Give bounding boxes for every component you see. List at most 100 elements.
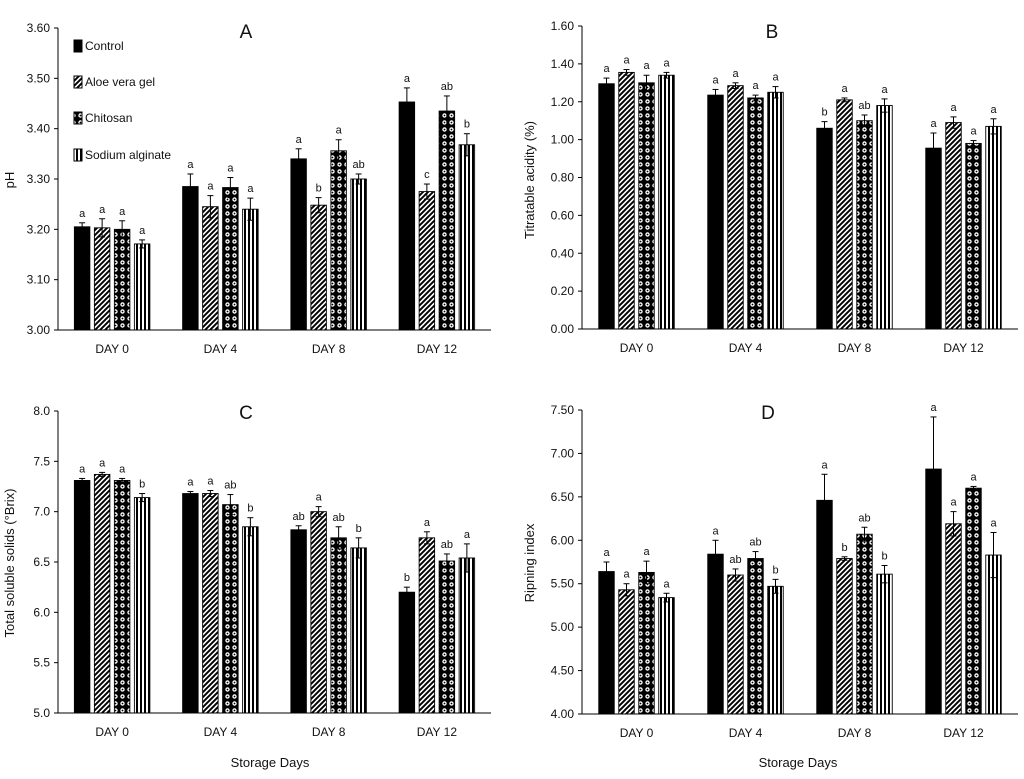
legend: Control Aloe vera gel Chitosan Sodium al… [73,39,171,162]
y-tick-label-a: 3.60 [27,21,51,35]
bar-control-day-4 [182,186,199,331]
bar-chitosan-day-12 [438,110,456,331]
bar-aloe-vera-gel-day-12 [418,537,436,714]
bar-aloe-vera-gel-day-4 [727,574,744,715]
bar-sodium-alginate-day-0 [133,497,151,714]
x-tick-label-d: DAY 12 [943,726,984,740]
legend-swatch-chitosan [73,111,83,125]
significance-label-aloe-vera-gel: a [950,102,957,114]
significance-label-sodium-alginate: a [663,578,670,590]
x-tick-labels-b: DAY 0 DAY 4 DAY 8 DAY 12 [620,341,984,355]
bar-chitosan-day-4 [747,558,764,715]
x-tick-label-b: DAY 0 [620,341,654,355]
significance-label-control: a [296,134,303,146]
bar-control-day-12 [398,591,416,714]
bar-chitosan-day-8 [856,533,873,715]
significance-label-aloe-vera-gel: ab [729,554,741,566]
significance-label-aloe-vera-gel: c [424,169,430,181]
bar-sodium-alginate-day-0 [133,243,151,331]
y-tick-label-b: 1.60 [551,19,575,33]
significance-label-control: a [404,73,411,85]
significance-label-sodium-alginate: a [990,517,997,529]
bar-aloe-vera-gel-day-12 [418,191,436,331]
bar-chitosan-day-8 [330,150,347,331]
significance-label-sodium-alginate: b [139,479,145,491]
significance-label-sodium-alginate: ab [353,159,365,171]
significance-label-chitosan: ab [441,539,453,551]
bar-sodium-alginate-day-8 [350,547,367,714]
legend-swatch-control [73,39,83,53]
y-tick-label-d: 7.50 [551,403,575,417]
significance-label-chitosan: a [119,206,126,218]
significance-label-control: a [79,463,86,475]
bar-chitosan-day-4 [222,187,239,331]
x-tick-labels-a: DAY 0 DAY 4 DAY 8 DAY 12 [95,342,457,356]
bar-control-day-8 [290,529,307,714]
y-tick-label-c: 6.5 [33,555,50,569]
y-tick-label-c: 5.0 [33,706,50,720]
bar-aloe-vera-gel-day-0 [618,589,635,715]
significance-label-chitosan: ab [858,512,870,524]
axes-c [57,411,491,714]
panel-title-c: C [239,403,253,424]
significance-label-aloe-vera-gel: a [623,569,630,581]
significance-label-aloe-vera-gel: a [99,457,106,469]
bar-aloe-vera-gel-day-4 [727,85,744,330]
y-tick-label-c: 8.0 [33,404,50,418]
significance-label-chitosan: a [119,463,126,475]
significance-label-chitosan: a [970,126,977,138]
significance-label-chitosan: a [336,125,343,137]
x-tick-label-a: DAY 8 [312,342,346,356]
x-tick-label-b: DAY 12 [943,341,984,355]
x-tick-label-d: DAY 4 [729,726,763,740]
significance-label-sodium-alginate: b [464,119,470,131]
chart-panel-d: D Ripning index Storage Days 4.00 4.50 5.0… [522,402,1018,770]
significance-label-control: a [603,63,610,75]
bar-aloe-vera-gel-day-4 [202,493,219,714]
significance-label-sodium-alginate: b [881,550,887,562]
significance-label-control: a [187,477,194,489]
y-axis-title-a: pH [2,172,17,189]
axes-a [57,28,491,331]
significance-label-aloe-vera-gel: a [732,68,739,80]
y-tick-label-a: 3.00 [27,323,51,337]
y-tick-label-d: 4.50 [551,664,575,678]
y-tick-labels-b: 0.00 0.20 0.40 0.60 0.80 1.00 1.20 1.40 1.60 [551,19,582,336]
bar-chitosan-day-8 [330,537,347,714]
significance-label-control: a [821,459,828,471]
y-tick-label-a: 3.40 [27,122,51,136]
x-tick-label-c: DAY 12 [417,725,458,739]
significance-label-chitosan: ab [749,537,761,549]
y-tick-label-c: 6.0 [33,605,50,619]
panel-title-a: A [240,22,253,43]
significance-label-chitosan: ab [858,100,870,112]
bar-control-day-4 [707,553,724,715]
significance-label-aloe-vera-gel: a [623,55,630,67]
bar-sodium-alginate-day-0 [658,74,675,330]
significance-label-control: a [603,547,610,559]
y-tick-labels-a: 3.00 3.10 3.20 3.30 3.40 3.50 3.60 [27,21,58,337]
x-tick-label-a: DAY 0 [95,342,129,356]
legend-label-control: Control [85,39,124,53]
x-tick-labels-d: DAY 0 DAY 4 DAY 8 DAY 12 [620,726,984,740]
bar-control-day-0 [598,571,615,715]
bar-chitosan-day-12 [965,142,982,330]
y-tick-label-d: 6.50 [551,490,575,504]
significance-label-aloe-vera-gel: a [99,204,106,216]
significance-label-aloe-vera-gel: a [207,476,214,488]
y-tick-label-d: 4.00 [551,707,575,721]
svg-text:Ripning index: Ripning index [522,523,537,602]
bar-sodium-alginate-day-4 [242,208,259,331]
significance-label-chitosan: a [643,60,650,72]
y-tick-label-b: 1.00 [551,133,575,147]
significance-label-chitosan: a [752,80,759,92]
significance-label-control: a [187,159,194,171]
bar-aloe-vera-gel-day-0 [93,227,111,331]
bar-chitosan-day-8 [856,120,873,330]
bar-chitosan-day-4 [747,97,764,330]
bar-sodium-alginate-day-8 [876,105,893,330]
